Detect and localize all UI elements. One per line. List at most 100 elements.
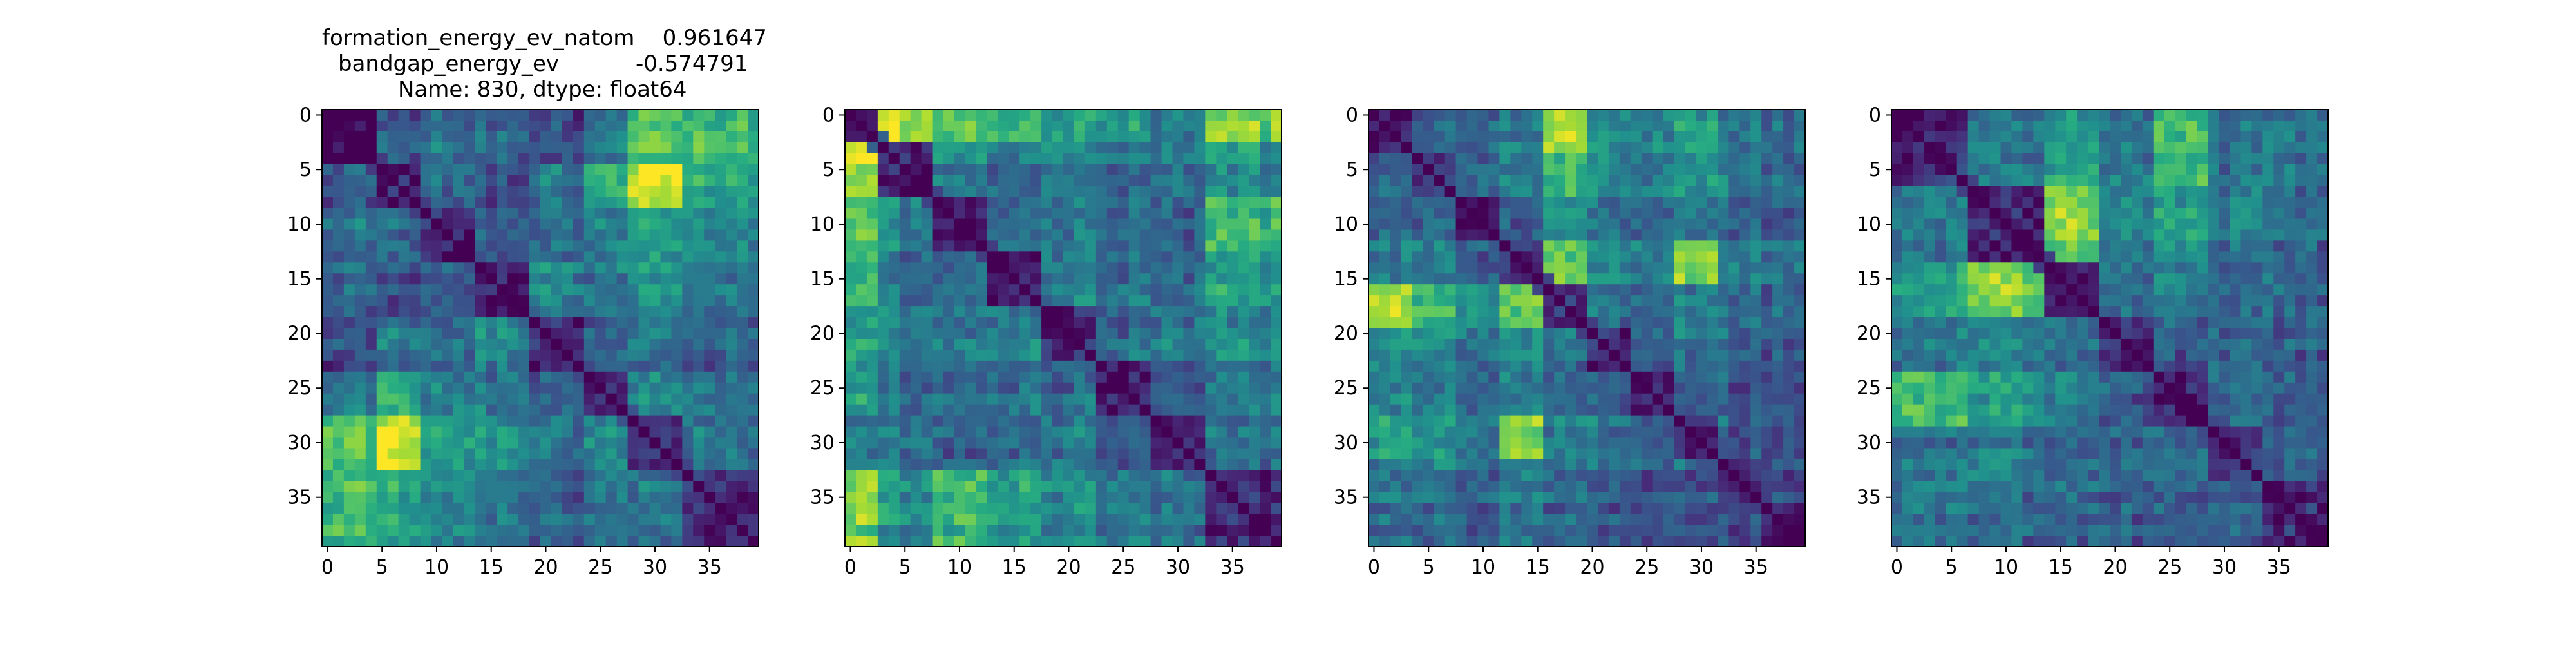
heatmap-cell [1074,448,1086,459]
heatmap-cell [1085,448,1097,459]
heatmap-cell [1543,186,1555,198]
heatmap-cell [1107,405,1119,416]
heatmap-cell [1718,208,1729,220]
heatmap-cell [1478,459,1490,470]
heatmap-cell [693,251,705,263]
heatmap-cell [1456,197,1468,209]
heatmap-cell [518,284,530,296]
heatmap-cell [388,273,399,285]
heatmap-cell [1467,110,1479,121]
heatmap-cell [584,405,596,416]
heatmap-cell [671,438,683,449]
heatmap-cell [998,164,1009,176]
heatmap-cell [1052,262,1064,274]
heatmap-cell [1249,416,1260,427]
heatmap-cell [726,372,737,383]
heatmap-cell [976,219,987,231]
heatmap-cell [377,470,388,481]
heatmap-cell [1096,339,1108,351]
heatmap-cell [1609,416,1620,427]
heatmap-cell [1129,416,1141,427]
heatmap-cell [1140,131,1151,143]
heatmap-cell [693,229,705,241]
heatmap-cell [1674,186,1686,198]
heatmap-cell [671,448,683,459]
heatmap-cell [410,164,421,176]
heatmap-cell [421,416,432,427]
heatmap-cell [1707,514,1718,525]
heatmap-cell [1216,372,1227,383]
heatmap-cell [1434,251,1446,263]
heatmap-cell [1052,525,1064,536]
heatmap-cell [660,164,672,176]
heatmap-cell [715,262,726,274]
heatmap-cell [1543,416,1555,427]
heatmap-cell [933,361,944,372]
heatmap-cell [322,339,334,351]
heatmap-cell [540,503,552,514]
heatmap-cell [965,175,976,187]
heatmap-cell [1739,284,1751,296]
heatmap-cell [551,142,563,154]
heatmap-cell [933,383,944,394]
heatmap-cell [1772,186,1784,198]
heatmap-cell [943,481,955,492]
heatmap-cell [1478,295,1490,307]
heatmap-cell [1587,229,1598,241]
heatmap-cell [933,438,944,449]
heatmap-cell [617,438,629,449]
heatmap-cell [1379,361,1391,372]
heatmap-cell [1096,416,1108,427]
heatmap-cell [442,121,453,132]
heatmap-cell [933,514,944,525]
heatmap-cell [856,317,867,329]
heatmap-cell [1194,131,1206,143]
heatmap-cell [682,481,694,492]
heatmap-cell [639,470,650,481]
heatmap-cell [529,339,541,351]
heatmap-cell [333,438,345,449]
heatmap-cell [518,164,530,176]
heatmap-cell [1009,328,1020,340]
heatmap-cell [1140,394,1151,405]
heatmap-cell [1368,121,1380,132]
heatmap-cell [965,240,976,252]
heatmap-cell [399,372,410,383]
heatmap-cell [421,427,432,438]
heatmap-cell [1478,131,1490,143]
heatmap-cell [856,514,867,525]
heatmap-cell [1696,416,1708,427]
heatmap-cell [878,131,889,143]
heatmap-cell [1107,448,1119,459]
heatmap-cell [1401,240,1413,252]
heatmap-cell [1129,383,1141,394]
heatmap-cell [1935,121,1947,132]
heatmap-cell [1271,262,1282,274]
heatmap-cell [933,110,944,121]
heatmap-cell [453,121,464,132]
heatmap-cell [671,317,683,329]
heatmap-cell [1118,448,1130,459]
heatmap-cell [715,525,726,536]
heatmap-cell [1783,164,1795,176]
heatmap-cell [1096,448,1108,459]
heatmap-cell [639,273,650,285]
heatmap-cell [1445,131,1457,143]
heatmap-cell [889,339,900,351]
heatmap-cell [1620,306,1631,318]
heatmap-cell [704,219,715,231]
heatmap-cell [1107,175,1119,187]
heatmap-cell [1772,295,1784,307]
heatmap-cell [1434,164,1446,176]
heatmap-cell [1598,110,1609,121]
heatmap-cell [1118,503,1130,514]
heatmap-cell [715,405,726,416]
heatmap-cell [1019,153,1031,165]
heatmap-cell [650,405,661,416]
heatmap-cell [1510,503,1522,514]
heatmap-cell [1488,514,1500,525]
heatmap-cell [987,459,998,470]
heatmap-cell [431,470,443,481]
heatmap-cell [333,317,345,329]
heatmap-cell [486,372,497,383]
